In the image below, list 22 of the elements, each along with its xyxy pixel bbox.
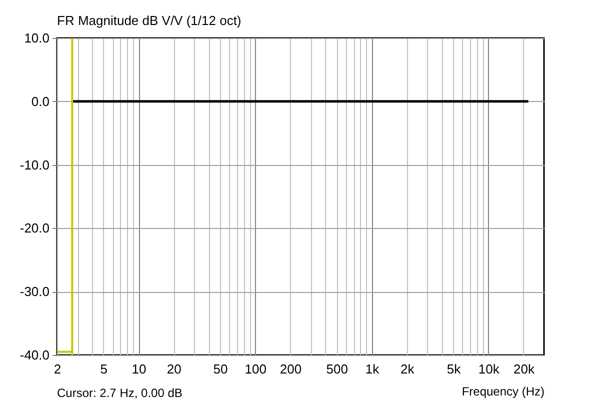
x-tick-label: 10k — [478, 362, 500, 376]
x-tick-label: 10 — [132, 362, 146, 376]
x-axis-title: Frequency (Hz) — [462, 384, 545, 398]
y-tick-label: -10.0 — [20, 157, 50, 172]
x-tick-label: 200 — [280, 362, 302, 376]
x-tick-label: 1k — [365, 362, 380, 376]
y-tick-label: 10.0 — [24, 30, 50, 46]
x-tick-label: 5k — [446, 362, 462, 376]
chart-title: FR Magnitude dB V/V (1/12 oct) — [57, 13, 242, 28]
y-tick-label: -30.0 — [20, 284, 50, 300]
y-tick-label: -40.0 — [20, 348, 50, 362]
x-tick-label: 50 — [213, 362, 228, 376]
y-tick-label: 0.0 — [31, 94, 50, 109]
y-tick-label: -20.0 — [20, 220, 50, 236]
x-tick-label: 5 — [100, 362, 108, 376]
x-tick-label: 2 — [54, 362, 62, 376]
x-tick-label: 20 — [166, 362, 182, 376]
x-tick-label: 500 — [326, 362, 348, 376]
x-tick-label: 2k — [400, 362, 415, 376]
x-tick-label: 100 — [244, 362, 266, 376]
x-tick-label: 20k — [513, 362, 535, 376]
text: Cursor: 2.7 Hz, 0.00 dB — [57, 386, 182, 400]
